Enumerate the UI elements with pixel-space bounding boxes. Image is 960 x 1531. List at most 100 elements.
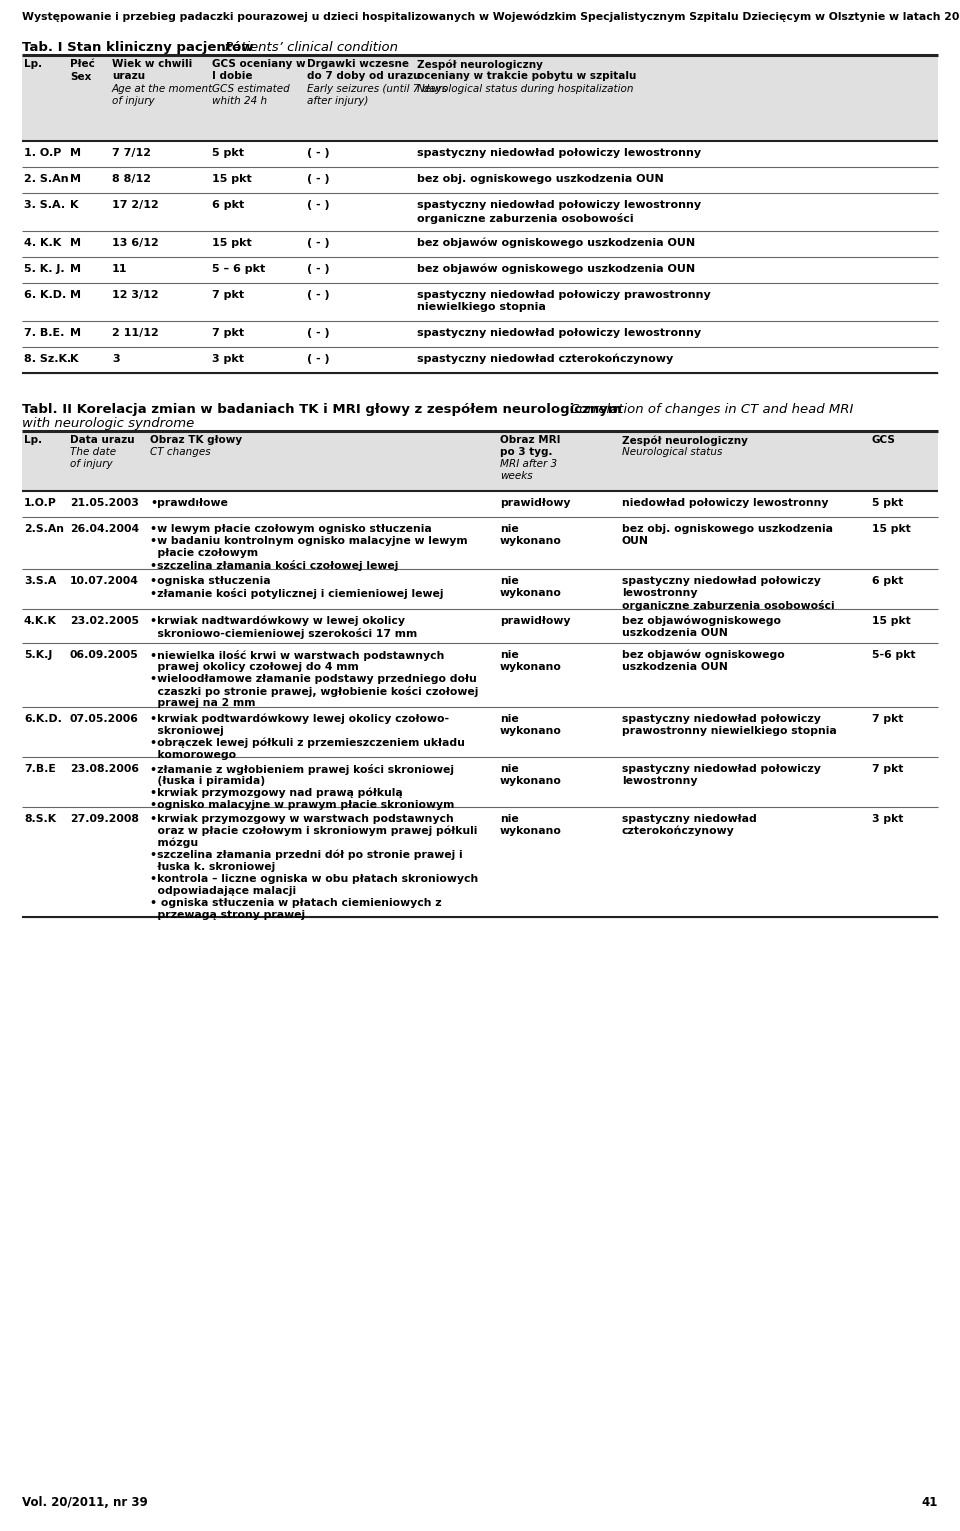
Text: spastyczny niedowład połowiczy: spastyczny niedowład połowiczy [622, 764, 821, 775]
Text: 11: 11 [112, 263, 128, 274]
Text: 1.O.P: 1.O.P [24, 498, 57, 508]
Text: wykonano: wykonano [500, 536, 562, 547]
Text: Tab. I Stan kliniczny pacjentów: Tab. I Stan kliniczny pacjentów [22, 41, 253, 54]
Text: of injury: of injury [70, 459, 112, 468]
Text: spastyczny niedowład: spastyczny niedowład [622, 814, 756, 824]
Text: niedowład połowiczy lewostronny: niedowład połowiczy lewostronny [622, 498, 828, 508]
Text: łuska k. skroniowej: łuska k. skroniowej [150, 862, 276, 873]
Text: •prawdıłowe: •prawdıłowe [150, 498, 228, 508]
Text: •kontrola – liczne ogniska w obu płatach skroniowych: •kontrola – liczne ogniska w obu płatach… [150, 874, 478, 883]
Text: oceniany w trakcie pobytu w szpitalu: oceniany w trakcie pobytu w szpitalu [417, 70, 636, 81]
Text: ( - ): ( - ) [307, 149, 329, 158]
Text: M: M [70, 263, 81, 274]
Text: 4.K.K: 4.K.K [24, 615, 57, 626]
Text: Correlation of changes in CT and head MRI: Correlation of changes in CT and head MR… [570, 403, 853, 416]
Text: K: K [70, 354, 79, 364]
Text: Sex: Sex [70, 72, 91, 83]
Text: Age at the moment: Age at the moment [112, 84, 213, 93]
Text: Zespół neurologiczny: Zespół neurologiczny [417, 60, 542, 69]
Text: 1. O.P: 1. O.P [24, 149, 61, 158]
Text: Występowanie i przebieg padaczki pourazowej u dzieci hospitalizowanych w Wojewód: Występowanie i przebieg padaczki pourazo… [22, 11, 960, 21]
Text: Data urazu: Data urazu [70, 435, 134, 446]
Text: 8. Sz.K.: 8. Sz.K. [24, 354, 71, 364]
Text: 17 2/12: 17 2/12 [112, 201, 158, 210]
Bar [22, 55, 938, 141]
Text: nie: nie [500, 524, 518, 534]
Text: •złamanie z wgłobieniem prawej kości skroniowej: •złamanie z wgłobieniem prawej kości skr… [150, 764, 454, 775]
Text: Obraz MRI: Obraz MRI [500, 435, 561, 446]
Text: komorowego: komorowego [150, 750, 236, 759]
Text: 7 pkt: 7 pkt [212, 328, 244, 338]
Text: 2. S.An: 2. S.An [24, 175, 68, 184]
Text: •ogniska stłuczenia: •ogniska stłuczenia [150, 576, 271, 586]
Text: uszkodzenia OUN: uszkodzenia OUN [622, 628, 728, 638]
Text: 3: 3 [112, 354, 120, 364]
Text: Patients’ clinical condition: Patients’ clinical condition [225, 41, 398, 54]
Text: •krwiak przymozgowy w warstwach podstawnych: •krwiak przymozgowy w warstwach podstawn… [150, 814, 454, 824]
Text: do 7 doby od urazu: do 7 doby od urazu [307, 70, 420, 81]
Text: ( - ): ( - ) [307, 175, 329, 184]
Text: płacie czołowym: płacie czołowym [150, 548, 258, 557]
Text: 8 8/12: 8 8/12 [112, 175, 151, 184]
Text: 21.05.2003: 21.05.2003 [70, 498, 139, 508]
Text: Neurological status: Neurological status [622, 447, 722, 456]
Text: •złamanie kości potylicznej i ciemieniowej lewej: •złamanie kości potylicznej i ciemieniow… [150, 588, 444, 599]
Text: 4. K.K: 4. K.K [24, 237, 61, 248]
Text: prawidłowy: prawidłowy [500, 498, 570, 508]
Text: wykonano: wykonano [500, 588, 562, 599]
Text: 6 pkt: 6 pkt [212, 201, 244, 210]
Text: Lp.: Lp. [24, 60, 42, 69]
Text: Drgawki wczesne: Drgawki wczesne [307, 60, 409, 69]
Text: M: M [70, 149, 81, 158]
Text: 06.09.2005: 06.09.2005 [70, 651, 139, 660]
Text: nie: nie [500, 713, 518, 724]
Text: niewielkiego stopnia: niewielkiego stopnia [417, 303, 546, 312]
Text: ( - ): ( - ) [307, 263, 329, 274]
Text: 5.K.J: 5.K.J [24, 651, 53, 660]
Text: urazu: urazu [112, 70, 145, 81]
Text: 15 pkt: 15 pkt [212, 175, 252, 184]
Text: •szczelina złamania przedni dół po stronie prawej i: •szczelina złamania przedni dół po stron… [150, 850, 463, 860]
Text: M: M [70, 237, 81, 248]
Text: 6.K.D.: 6.K.D. [24, 713, 61, 724]
Text: Lp.: Lp. [24, 435, 42, 446]
Text: Zespół neurologiczny: Zespół neurologiczny [622, 435, 748, 446]
Text: Płeć: Płeć [70, 60, 95, 69]
Text: •w badaniu kontrolnym ognisko malacyjne w lewym: •w badaniu kontrolnym ognisko malacyjne … [150, 536, 468, 547]
Text: 5 pkt: 5 pkt [872, 498, 903, 508]
Text: 10.07.2004: 10.07.2004 [70, 576, 139, 586]
Text: weeks: weeks [500, 472, 533, 481]
Text: nie: nie [500, 651, 518, 660]
Text: 15 pkt: 15 pkt [872, 524, 911, 534]
Text: odpowiadające malacji: odpowiadające malacji [150, 886, 296, 896]
Text: bez obj. ogniskowego uszkodzenia OUN: bez obj. ogniskowego uszkodzenia OUN [417, 175, 663, 184]
Text: Wiek w chwili: Wiek w chwili [112, 60, 192, 69]
Text: bez objawów ogniskowego uszkodzenia OUN: bez objawów ogniskowego uszkodzenia OUN [417, 263, 695, 274]
Text: 2.S.An: 2.S.An [24, 524, 64, 534]
Text: prawostronny niewielkiego stopnia: prawostronny niewielkiego stopnia [622, 726, 837, 736]
Text: lewostronny: lewostronny [622, 776, 698, 785]
Text: •niewielka ilość krwi w warstwach podstawnych: •niewielka ilość krwi w warstwach podsta… [150, 651, 444, 661]
Text: skroniowo-ciemieniowej szerokości 17 mm: skroniowo-ciemieniowej szerokości 17 mm [150, 628, 418, 638]
Text: •obrączek lewej półkuli z przemieszczeniem układu: •obrączek lewej półkuli z przemieszczeni… [150, 738, 465, 749]
Text: •w lewym płacie czołowym ognisko stłuczenia: •w lewym płacie czołowym ognisko stłucze… [150, 524, 432, 534]
Text: skroniowej: skroniowej [150, 726, 224, 736]
Text: Tabl. II Korelacja zmian w badaniach TK i MRI głowy z zespółem neurologicznym: Tabl. II Korelacja zmian w badaniach TK … [22, 403, 626, 416]
Bar [22, 432, 938, 491]
Text: czterokończynowy: czterokończynowy [622, 827, 734, 836]
Text: whith 24 h: whith 24 h [212, 96, 267, 106]
Text: 7 pkt: 7 pkt [872, 764, 903, 775]
Text: bez objawów ogniskowego: bez objawów ogniskowego [622, 651, 784, 660]
Text: lewostronny: lewostronny [622, 588, 698, 599]
Text: po 3 tyg.: po 3 tyg. [500, 447, 553, 456]
Text: GCS: GCS [872, 435, 896, 446]
Text: ( - ): ( - ) [307, 289, 329, 300]
Text: with neurologic syndrome: with neurologic syndrome [22, 416, 194, 430]
Text: Vol. 20/2011, nr 39: Vol. 20/2011, nr 39 [22, 1496, 148, 1510]
Text: nie: nie [500, 576, 518, 586]
Text: Neurological status during hospitalization: Neurological status during hospitalizati… [417, 84, 634, 93]
Text: bez objawów ogniskowego uszkodzenia OUN: bez objawów ogniskowego uszkodzenia OUN [417, 237, 695, 248]
Text: The date: The date [70, 447, 116, 456]
Text: M: M [70, 328, 81, 338]
Text: 15 pkt: 15 pkt [212, 237, 252, 248]
